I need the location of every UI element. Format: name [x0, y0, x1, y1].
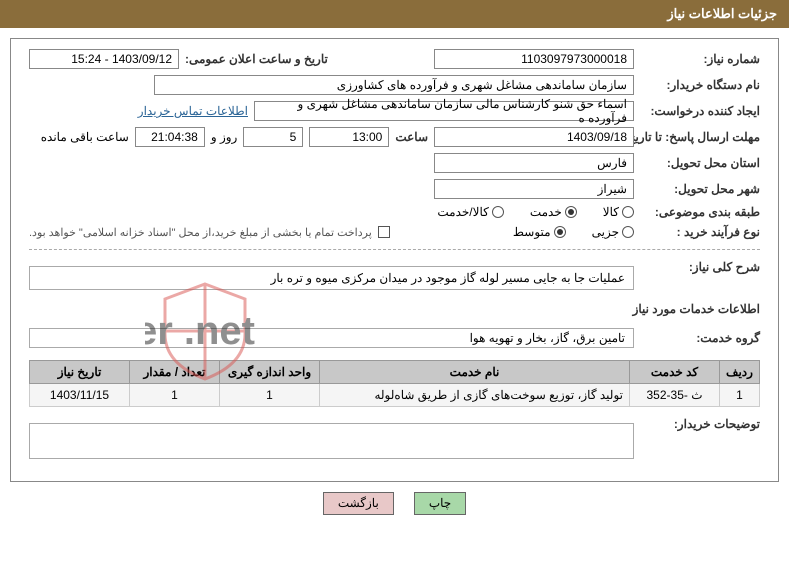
overview-box: عملیات جا به جایی مسیر لوله گاز موجود در…	[29, 266, 634, 290]
radio-service[interactable]: خدمت	[530, 205, 577, 219]
print-button[interactable]: چاپ	[414, 492, 466, 515]
page-header: جزئیات اطلاعات نیاز	[0, 0, 789, 28]
deadline-label: مهلت ارسال پاسخ: تا تاریخ:	[640, 130, 760, 144]
province-value: فارس	[434, 153, 634, 173]
radio-goods-service-label: کالا/خدمت	[437, 205, 488, 219]
radio-medium-label: متوسط	[513, 225, 551, 239]
header-title: جزئیات اطلاعات نیاز	[667, 6, 777, 21]
buyer-org-label: نام دستگاه خریدار:	[640, 78, 760, 92]
time-label: ساعت	[395, 130, 428, 144]
buyer-notes-label: توضیحات خریدار:	[640, 417, 760, 431]
row-process: نوع فرآیند خرید : جزیی متوسط پرداخت تمام…	[29, 225, 760, 239]
deadline-time: 13:00	[309, 127, 389, 147]
creator-label: ایجاد کننده درخواست:	[640, 104, 760, 118]
td-qty: 1	[130, 384, 220, 407]
buyer-org-value: سازمان ساماندهی مشاغل شهری و فرآورده های…	[154, 75, 634, 95]
radio-partial[interactable]: جزیی	[592, 225, 634, 239]
td-date: 1403/11/15	[30, 384, 130, 407]
city-value: شیراز	[434, 179, 634, 199]
group-box: تامین برق، گاز، بخار و تهویه هوا	[29, 328, 634, 348]
th-name: نام خدمت	[320, 361, 630, 384]
row-province: استان محل تحویل: فارس	[29, 153, 760, 173]
radio-service-label: خدمت	[530, 205, 562, 219]
radio-goods-label: کالا	[603, 205, 619, 219]
details-panel: Aria Tender .net شماره نیاز: 11030979730…	[10, 38, 779, 482]
need-number-value: 1103097973000018	[434, 49, 634, 69]
overview-text: عملیات جا به جایی مسیر لوله گاز موجود در…	[271, 271, 625, 285]
radio-goods-service[interactable]: کالا/خدمت	[437, 205, 503, 219]
row-group: گروه خدمت: تامین برق، گاز، بخار و تهویه …	[29, 322, 760, 354]
payment-checkbox[interactable]	[378, 226, 390, 238]
th-code: کد خدمت	[630, 361, 720, 384]
remaining-time: 21:04:38	[135, 127, 205, 147]
services-table: ردیف کد خدمت نام خدمت واحد اندازه گیری ت…	[29, 360, 760, 407]
category-label: طبقه بندی موضوعی:	[640, 205, 760, 219]
days-and-label: روز و	[211, 130, 238, 144]
announce-label: تاریخ و ساعت اعلان عمومی:	[185, 52, 328, 66]
td-unit: 1	[220, 384, 320, 407]
radio-partial-label: جزیی	[592, 225, 619, 239]
row-need-number: شماره نیاز: 1103097973000018 تاریخ و ساع…	[29, 49, 760, 69]
td-name: تولید گاز، توزیع سوخت‌های گازی از طریق ش…	[320, 384, 630, 407]
days-count: 5	[243, 127, 303, 147]
remaining-label: ساعت باقی مانده	[41, 130, 129, 144]
announce-value: 1403/09/12 - 15:24	[29, 49, 179, 69]
group-label: گروه خدمت:	[640, 331, 760, 345]
th-unit: واحد اندازه گیری	[220, 361, 320, 384]
th-date: تاریخ نیاز	[30, 361, 130, 384]
row-overview: شرح کلی نیاز: عملیات جا به جایی مسیر لول…	[29, 260, 760, 296]
th-row: ردیف	[720, 361, 760, 384]
overview-label: شرح کلی نیاز:	[640, 260, 760, 274]
divider-1	[29, 249, 760, 250]
td-row: 1	[720, 384, 760, 407]
group-text: تامین برق، گاز، بخار و تهویه هوا	[470, 331, 625, 345]
row-buyer-org: نام دستگاه خریدار: سازمان ساماندهی مشاغل…	[29, 75, 760, 95]
city-label: شهر محل تحویل:	[640, 182, 760, 196]
row-services-info: اطلاعات خدمات مورد نیاز	[29, 302, 760, 316]
row-buyer-notes: توضیحات خریدار:	[29, 417, 760, 465]
action-buttons: چاپ بازگشت	[0, 492, 789, 515]
services-info-label: اطلاعات خدمات مورد نیاز	[633, 302, 760, 316]
th-qty: تعداد / مقدار	[130, 361, 220, 384]
back-button[interactable]: بازگشت	[323, 492, 394, 515]
table-header-row: ردیف کد خدمت نام خدمت واحد اندازه گیری ت…	[30, 361, 760, 384]
row-category: طبقه بندی موضوعی: کالا خدمت کالا/خدمت	[29, 205, 760, 219]
deadline-date: 1403/09/18	[434, 127, 634, 147]
payment-note: پرداخت تمام یا بخشی از مبلغ خرید،از محل …	[29, 226, 372, 239]
need-number-label: شماره نیاز:	[640, 52, 760, 66]
creator-value: اسماء حق شنو کارشناس مالی سازمان سامانده…	[254, 101, 634, 121]
radio-medium[interactable]: متوسط	[513, 225, 566, 239]
buyer-notes-box	[29, 423, 634, 459]
buyer-contact-link[interactable]: اطلاعات تماس خریدار	[138, 104, 248, 118]
process-label: نوع فرآیند خرید :	[640, 225, 760, 239]
row-city: شهر محل تحویل: شیراز	[29, 179, 760, 199]
province-label: استان محل تحویل:	[640, 156, 760, 170]
radio-goods[interactable]: کالا	[603, 205, 634, 219]
td-code: ث -35-352	[630, 384, 720, 407]
table-row: 1 ث -35-352 تولید گاز، توزیع سوخت‌های گا…	[30, 384, 760, 407]
row-deadline: مهلت ارسال پاسخ: تا تاریخ: 1403/09/18 سا…	[29, 127, 760, 147]
row-creator: ایجاد کننده درخواست: اسماء حق شنو کارشنا…	[29, 101, 760, 121]
